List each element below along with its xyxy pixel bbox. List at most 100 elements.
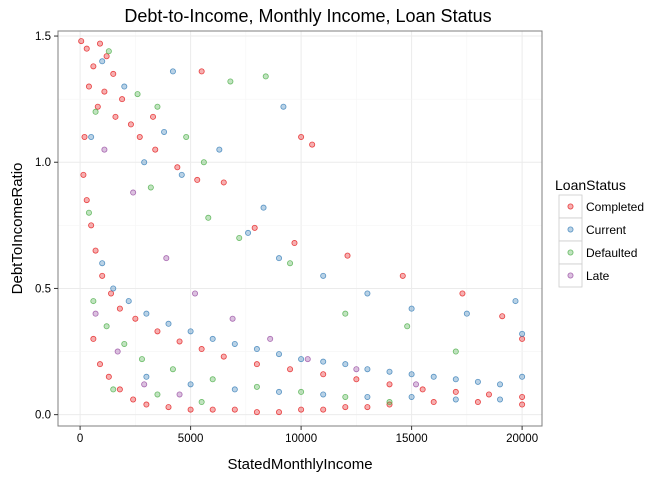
point-current bbox=[364, 366, 371, 373]
point-current bbox=[386, 368, 393, 375]
point-completed bbox=[452, 388, 459, 395]
point-completed bbox=[116, 386, 123, 393]
point-completed bbox=[94, 103, 101, 110]
point-late bbox=[130, 189, 137, 196]
point-completed bbox=[194, 176, 201, 183]
point-late bbox=[176, 391, 183, 398]
point-completed bbox=[298, 406, 305, 413]
point-current bbox=[143, 373, 150, 380]
point-completed bbox=[419, 386, 426, 393]
point-completed bbox=[309, 141, 316, 148]
legend-item-completed: Completed bbox=[558, 194, 644, 219]
point-completed bbox=[132, 315, 139, 322]
point-defaulted bbox=[209, 376, 216, 383]
point-completed bbox=[119, 96, 126, 103]
point-current bbox=[320, 391, 327, 398]
grid-lines bbox=[58, 31, 542, 426]
point-completed bbox=[116, 305, 123, 312]
x-tick-label: 0 bbox=[77, 433, 83, 445]
point-late bbox=[353, 366, 360, 373]
point-defaulted bbox=[169, 366, 176, 373]
point-completed bbox=[80, 171, 87, 178]
x-tick-label: 10000 bbox=[285, 433, 317, 445]
point-completed bbox=[519, 335, 526, 342]
point-completed bbox=[519, 401, 526, 408]
point-current bbox=[276, 351, 283, 358]
legend-key bbox=[558, 263, 583, 288]
point-late bbox=[304, 356, 311, 363]
point-defaulted bbox=[287, 260, 294, 267]
legend-marker-completed bbox=[567, 203, 574, 210]
point-current bbox=[452, 396, 459, 403]
point-current bbox=[143, 310, 150, 317]
point-completed bbox=[253, 409, 260, 416]
point-defaulted bbox=[138, 356, 145, 363]
point-completed bbox=[174, 164, 181, 171]
point-completed bbox=[253, 361, 260, 368]
point-current bbox=[169, 68, 176, 75]
point-completed bbox=[198, 346, 205, 353]
legend: LoanStatus Completed Current Defaulted Late bbox=[555, 177, 644, 288]
point-current bbox=[463, 310, 470, 317]
point-completed bbox=[459, 290, 466, 297]
point-current bbox=[99, 58, 106, 65]
point-completed bbox=[101, 88, 108, 95]
point-defaulted bbox=[342, 310, 349, 317]
point-completed bbox=[519, 393, 526, 400]
point-current bbox=[216, 146, 223, 153]
point-defaulted bbox=[183, 134, 190, 141]
point-completed bbox=[96, 361, 103, 368]
point-completed bbox=[108, 290, 115, 297]
point-current bbox=[141, 159, 148, 166]
y-tick-label: 0.0 bbox=[35, 410, 51, 422]
point-completed bbox=[220, 353, 227, 360]
point-current bbox=[245, 229, 252, 236]
point-current bbox=[408, 371, 415, 378]
point-late bbox=[267, 335, 274, 342]
point-current bbox=[161, 128, 168, 135]
legend-label-completed: Completed bbox=[586, 200, 644, 214]
point-completed bbox=[112, 113, 119, 120]
point-completed bbox=[143, 401, 150, 408]
point-defaulted bbox=[154, 103, 161, 110]
point-late bbox=[229, 315, 236, 322]
point-completed bbox=[152, 146, 159, 153]
point-completed bbox=[187, 406, 194, 413]
point-defaulted bbox=[298, 388, 305, 395]
point-defaulted bbox=[110, 386, 117, 393]
point-current bbox=[497, 381, 504, 388]
point-defaulted bbox=[92, 108, 99, 115]
chart-title: Debt-to-Income, Monthly Income, Loan Sta… bbox=[124, 6, 491, 26]
point-defaulted bbox=[253, 383, 260, 390]
point-completed bbox=[287, 366, 294, 373]
point-defaulted bbox=[200, 159, 207, 166]
point-current bbox=[280, 103, 287, 110]
point-defaulted bbox=[386, 399, 393, 406]
point-current bbox=[364, 393, 371, 400]
point-current bbox=[260, 204, 267, 211]
point-completed bbox=[251, 224, 258, 231]
point-current bbox=[519, 330, 526, 337]
point-completed bbox=[342, 404, 349, 411]
legend-marker-defaulted bbox=[567, 249, 574, 256]
point-completed bbox=[176, 338, 183, 345]
point-current bbox=[121, 83, 128, 90]
point-completed bbox=[231, 406, 238, 413]
point-completed bbox=[364, 404, 371, 411]
point-defaulted bbox=[103, 323, 110, 330]
point-completed bbox=[150, 113, 157, 120]
point-current bbox=[364, 290, 371, 297]
point-current bbox=[125, 298, 132, 305]
point-current bbox=[253, 346, 260, 353]
point-current bbox=[430, 373, 437, 380]
point-defaulted bbox=[90, 298, 97, 305]
point-current bbox=[474, 378, 481, 385]
point-late bbox=[92, 310, 99, 317]
point-current bbox=[408, 393, 415, 400]
point-current bbox=[512, 298, 519, 305]
point-completed bbox=[209, 406, 216, 413]
point-current bbox=[276, 388, 283, 395]
plot-border bbox=[57, 30, 543, 427]
point-completed bbox=[83, 197, 90, 204]
point-completed bbox=[165, 404, 172, 411]
